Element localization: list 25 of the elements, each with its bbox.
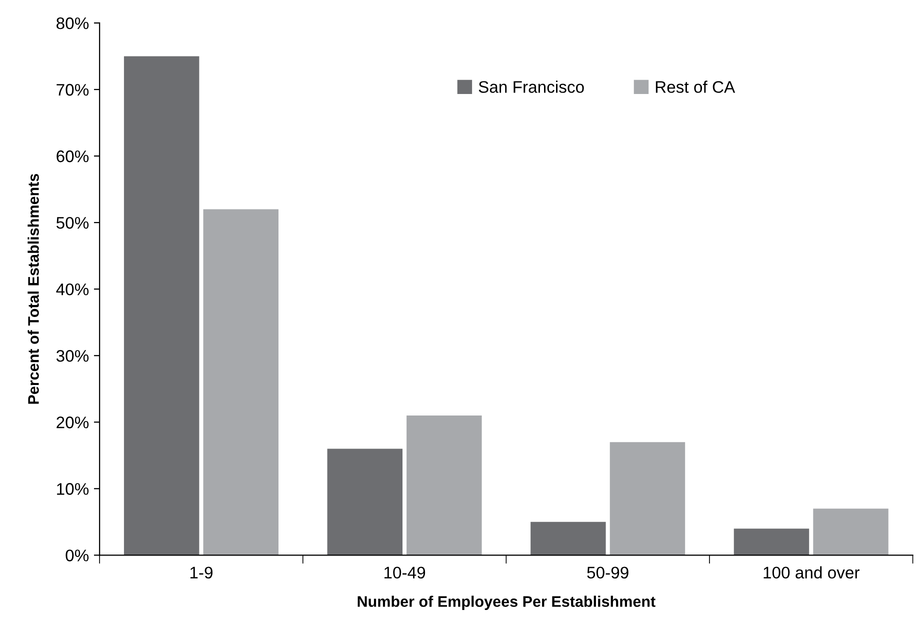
x-tick-label: 1-9: [190, 566, 212, 579]
bar: [734, 528, 810, 556]
y-tick-label: 30%: [56, 350, 89, 362]
y-tick-label: 20%: [56, 416, 89, 428]
bar: [327, 448, 402, 556]
y-tick-label: 40%: [56, 283, 89, 296]
bar: [124, 56, 200, 556]
x-axis-title: Number of Employees Per Establishment: [358, 596, 656, 610]
y-tick-label: 60%: [56, 150, 89, 162]
y-tick-label: 80%: [56, 17, 89, 30]
y-tick-label: 50%: [56, 216, 89, 229]
x-tick-label: 50-99: [587, 566, 628, 579]
bar: [530, 522, 606, 556]
bar: [406, 415, 482, 556]
y-axis-title: Percent of Total Establishments: [28, 174, 39, 404]
bar: [813, 508, 888, 556]
bar: [203, 209, 278, 556]
y-tick-label: 0%: [66, 550, 89, 562]
bar: [610, 442, 686, 556]
x-tick-label: 100 and over: [764, 566, 860, 579]
legend-label: San Francisco: [478, 80, 584, 93]
x-tick-label: 10-49: [384, 566, 426, 579]
y-tick-label: 70%: [56, 84, 89, 96]
y-tick-label: 10%: [57, 483, 89, 495]
legend-label: Rest of CA: [656, 80, 736, 93]
